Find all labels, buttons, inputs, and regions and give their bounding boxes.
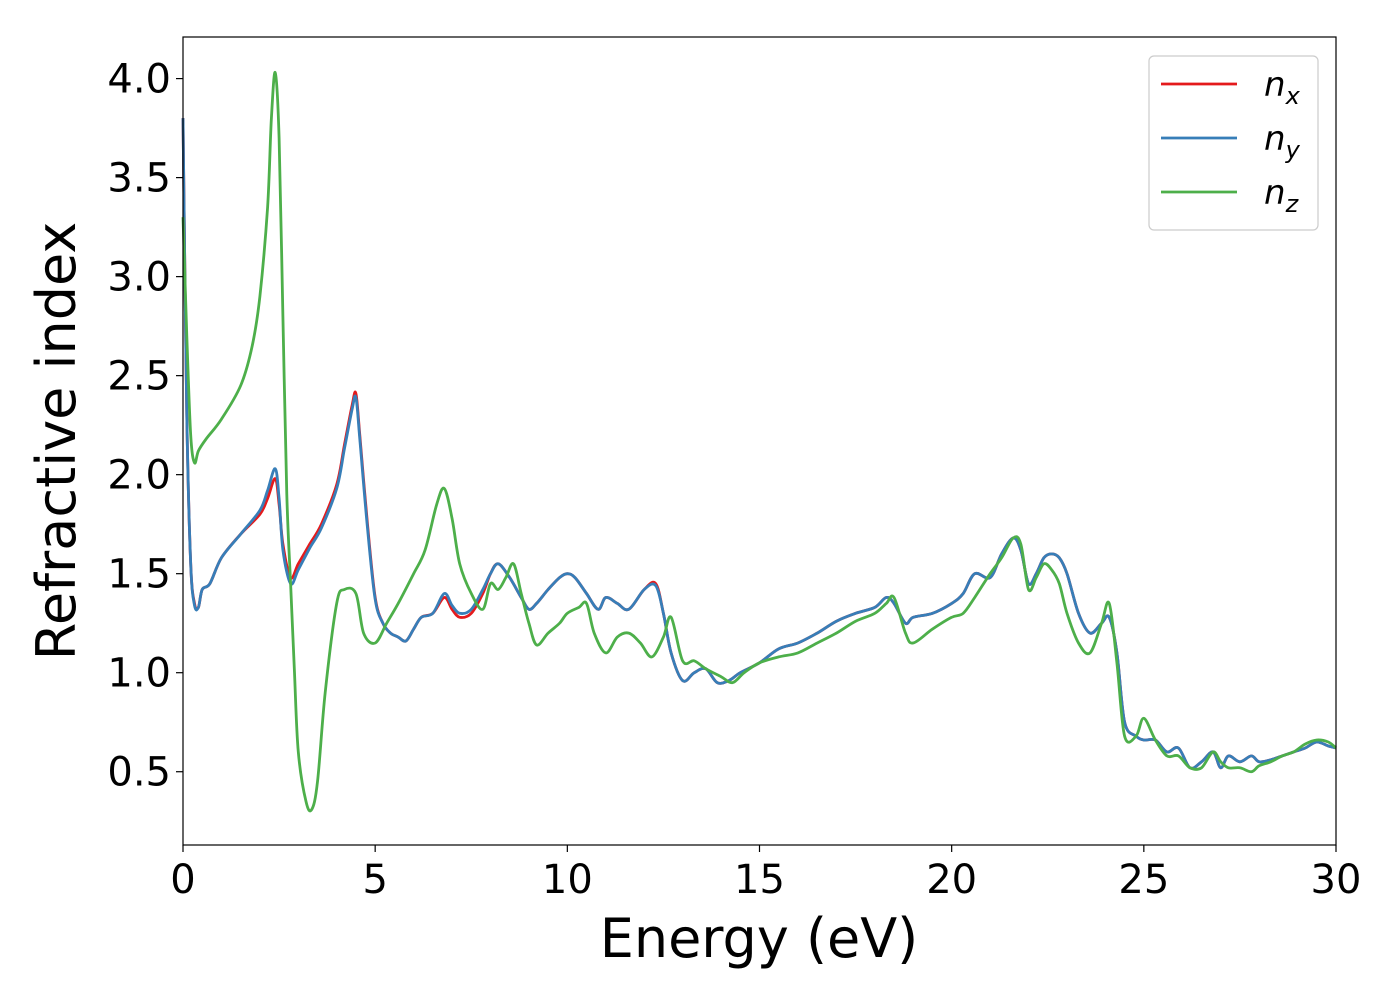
y-axis-title: Refractive index: [25, 222, 88, 661]
y-tick-label: 0.5: [107, 750, 171, 796]
y-tick-label: 2.5: [107, 354, 171, 400]
series-layer: [181, 71, 1337, 813]
x-tick-label: 10: [542, 857, 593, 903]
legend-box: [1148, 55, 1319, 231]
x-tick-label: 15: [734, 857, 785, 903]
series-line-z: [181, 71, 1337, 813]
y-tick-label: 3.5: [107, 156, 171, 202]
legend-subscript-y: y: [1285, 136, 1301, 164]
x-tick-label: 25: [1118, 857, 1169, 903]
x-axis-title: Energy (eV): [600, 907, 919, 970]
y-tick-label: 3.0: [107, 255, 171, 301]
y-tick-label: 1.0: [107, 651, 171, 697]
y-tick-label: 4.0: [107, 57, 171, 103]
x-axis-ticks: 0 5 10 15 20 25 30: [170, 845, 1361, 903]
x-tick-label: 20: [926, 857, 977, 903]
y-tick-label: 1.5: [107, 552, 171, 598]
x-tick-label: 30: [1311, 857, 1362, 903]
x-tick-label: 0: [170, 857, 195, 903]
x-tick-label: 5: [362, 857, 387, 903]
legend-subscript-x: x: [1285, 82, 1301, 110]
y-tick-label: 2.0: [107, 453, 171, 499]
y-axis-ticks: 0.5 1.0 1.5 2.0 2.5 3.0 3.5 4.0: [107, 57, 183, 796]
legend-subscript-z: z: [1285, 190, 1300, 218]
